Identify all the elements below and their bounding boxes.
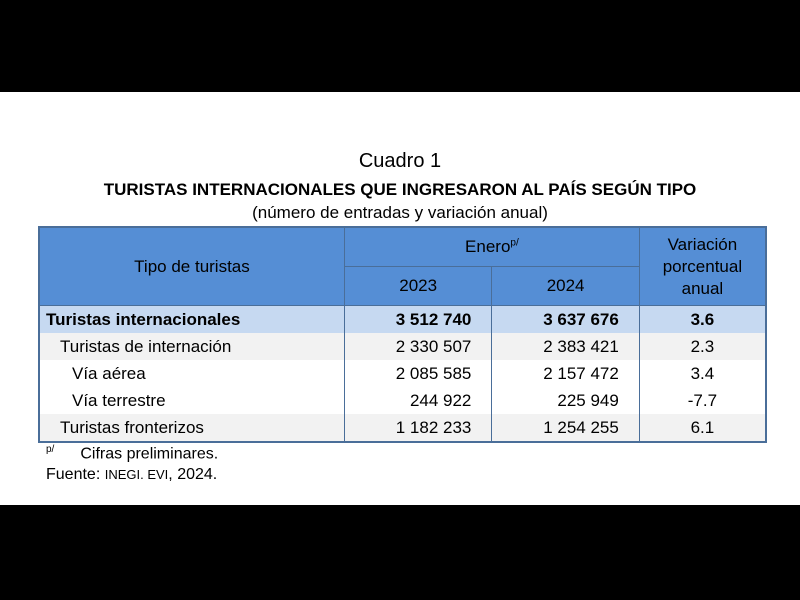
table-row: Turistas internacionales 3 512 740 3 637 6… [39,305,766,333]
footnote-source: Fuente: INEGI. EVI, 2024. [46,466,218,483]
col-period: Enerop/ [343,226,640,267]
table-row: Vía terrestre 244 922 225 949 -7.7 [39,387,766,414]
col-2023: 2023 [343,266,493,306]
col-2024: 2024 [491,266,640,306]
letterbox-bottom [0,505,800,600]
table-number: Cuadro 1 [358,150,442,172]
footnote-preliminary: p/Cifras preliminares. [46,444,219,463]
tourists-table: Tipo de turistas Enerop/ Variación porce… [38,226,767,443]
table-row: Turistas fronterizos 1 182 233 1 254 255 6.… [39,414,766,442]
table-row: Vía aérea 2 085 585 2 157 472 3.4 [39,360,766,387]
table-row: Turistas de internación 2 330 507 2 383 42… [39,333,766,360]
letterbox-top [0,0,800,92]
table-subtitle: (número de entradas y variación anual) [252,203,548,222]
col-type: Tipo de turistas [38,226,345,306]
col-variation: Variación porcentual anual [638,226,767,306]
table-title: TURISTAS INTERNACIONALES QUE INGRESARON … [103,180,697,199]
